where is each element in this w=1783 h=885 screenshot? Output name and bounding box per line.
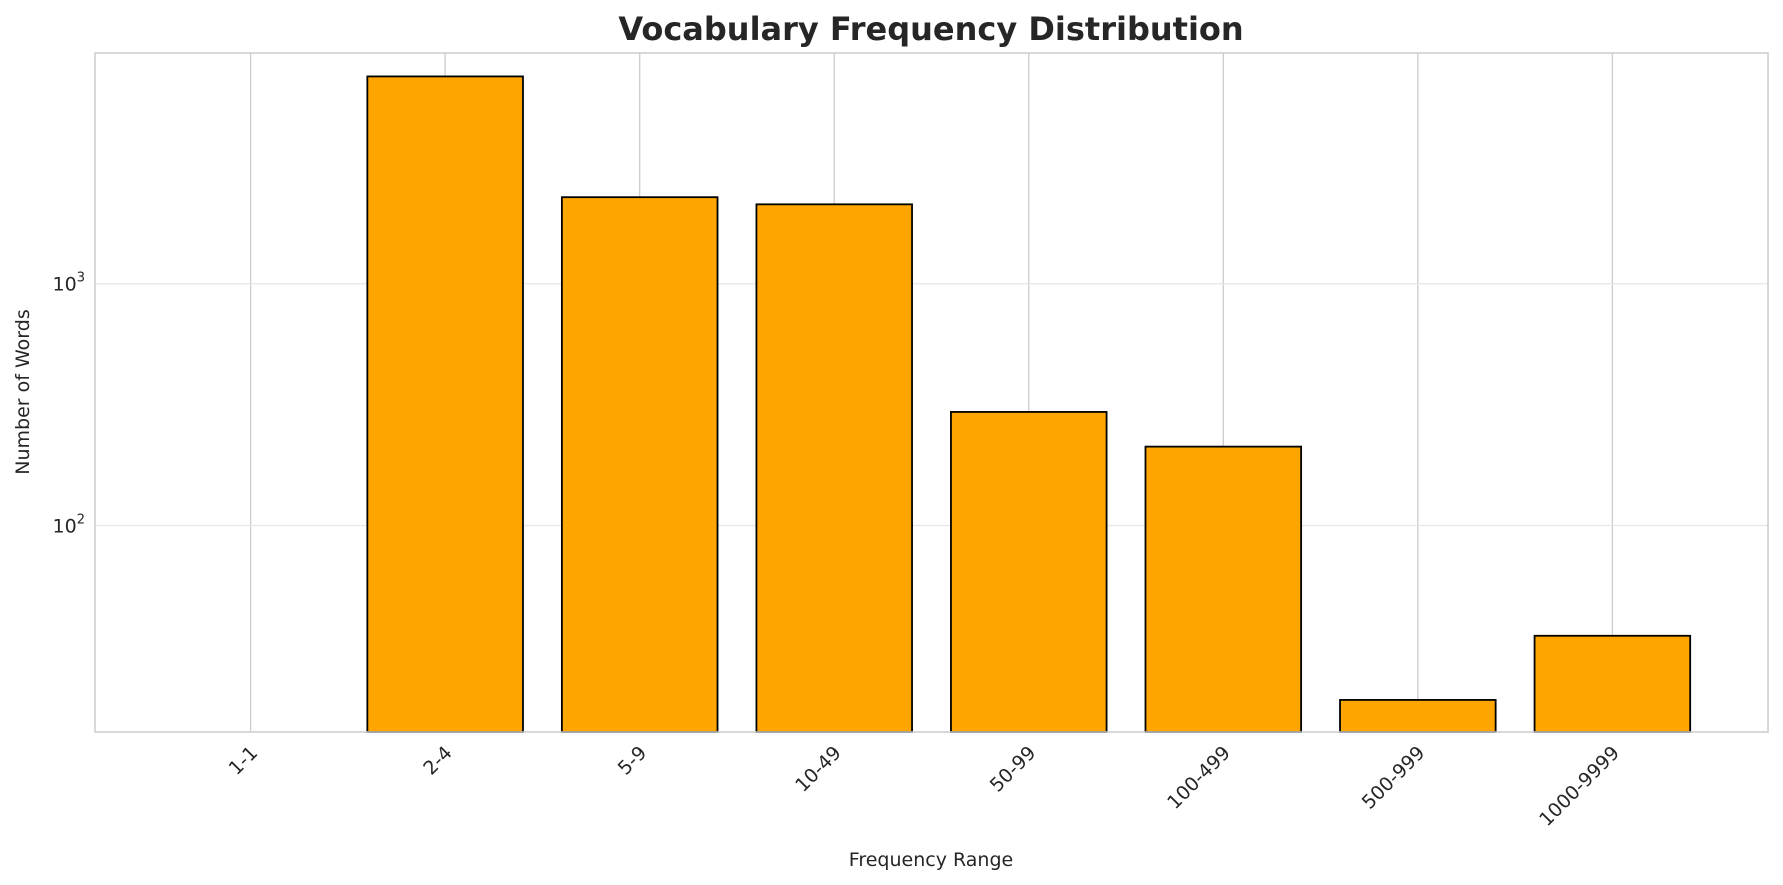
x-tick-label: 1000-9999 <box>1535 742 1624 831</box>
x-tick-label: 5-9 <box>614 742 652 780</box>
bar-2-4 <box>366 75 524 733</box>
x-tick-label: 10-49 <box>791 742 846 797</box>
y-axis-label: Number of Words <box>12 309 34 474</box>
bar-50-99 <box>950 411 1108 733</box>
bar-100-499 <box>1144 445 1303 733</box>
x-tick-label: 100-499 <box>1163 742 1235 814</box>
grid-lines <box>95 53 1768 732</box>
y-tick-labels: 102 103 <box>53 271 85 538</box>
x-tick-label: 500-999 <box>1358 742 1430 814</box>
x-tick-label: 2-4 <box>419 742 457 780</box>
bar-10-49 <box>755 203 913 733</box>
x-tick-labels: 1-1 2-4 5-9 10-49 50-99 100-499 500-999 1000-99… <box>225 742 1624 831</box>
x-axis-label: Frequency Range <box>849 849 1013 871</box>
y-tick-label: 103 <box>53 271 85 296</box>
x-tick-label: 1-1 <box>225 742 263 780</box>
y-tick-label: 102 <box>53 513 85 538</box>
bar-500-999 <box>1339 699 1497 733</box>
plot-frame <box>94 52 1769 733</box>
bar-5-9 <box>560 196 719 733</box>
bar-1000-9999 <box>1533 634 1692 733</box>
x-tick-label: 50-99 <box>986 742 1041 797</box>
chart-title: Vocabulary Frequency Distribution <box>618 10 1243 48</box>
